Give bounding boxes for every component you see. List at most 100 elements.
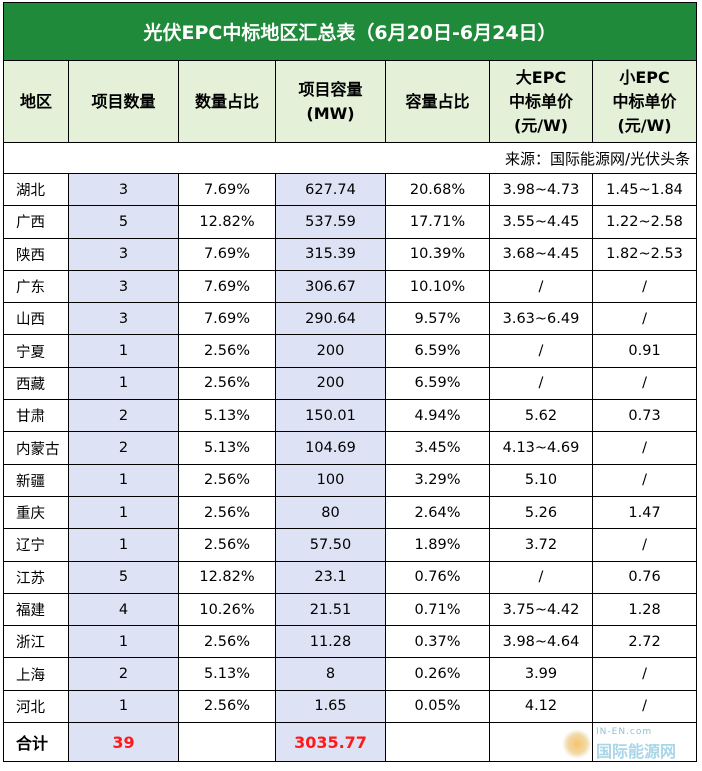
table-row: 重庆 1 2.56% 80 2.64% 5.26 1.47 <box>3 495 698 530</box>
cell-capacity-ratio: 10.39% <box>385 237 490 271</box>
cell-region: 新疆 <box>3 463 69 497</box>
cell-capacity: 23.1 <box>275 560 386 594</box>
header-small-epc: 小EPC 中标单价 (元/W) <box>591 60 698 143</box>
source-row: 来源：国际能源网/光伏头条 <box>2 142 698 174</box>
cell-count: 4 <box>68 592 179 627</box>
cell-small-epc-price: 2.72 <box>591 625 698 659</box>
cell-region: 西藏 <box>3 366 69 401</box>
cell-small-epc-price: 1.22~2.58 <box>591 205 698 239</box>
cell-small-epc-price: 1.28 <box>591 592 698 627</box>
header-big-line3: (元/W) <box>513 115 569 135</box>
cell-small-epc-price: / <box>591 657 698 691</box>
total-row: 合计 39 3035.77 <box>3 722 698 763</box>
cell-big-epc-price: / <box>489 334 593 368</box>
header-capacity-line1: 项目容量 <box>298 79 363 99</box>
cell-region: 广东 <box>3 269 69 304</box>
cell-small-epc-price: 1.45~1.84 <box>591 172 698 207</box>
cell-big-epc-price: / <box>489 560 593 594</box>
cell-small-epc-price: / <box>591 366 698 401</box>
header-capacity-ratio: 容量占比 <box>385 60 490 143</box>
cell-count-ratio: 5.13% <box>178 399 276 433</box>
cell-count-ratio: 2.56% <box>178 495 276 530</box>
header-capacity-line2: (MW) <box>306 103 355 123</box>
cell-count-ratio: 2.56% <box>178 334 276 368</box>
cell-region: 河北 <box>3 689 69 724</box>
cell-region: 辽宁 <box>3 528 69 562</box>
cell-capacity: 21.51 <box>275 592 386 627</box>
cell-count-ratio: 5.13% <box>178 657 276 691</box>
cell-big-epc-price: 3.68~4.45 <box>489 237 593 271</box>
table-row: 上海 2 5.13% 8 0.26% 3.99/ <box>3 657 698 691</box>
table-row: 甘肃 2 5.13% 150.01 4.94% 5.62 0.73 <box>3 399 698 433</box>
cell-small-epc-price: / <box>591 689 698 724</box>
header-big-line2: 中标单价 <box>508 91 573 111</box>
cell-region: 湖北 <box>3 172 69 207</box>
cell-capacity-ratio: 0.05% <box>385 689 490 724</box>
cell-region: 陕西 <box>3 237 69 271</box>
table-row: 陕西 3 7.69% 315.39 10.39% 3.68~4.45 1.82~2.53 <box>3 237 698 271</box>
cell-big-epc-price: 3.55~4.45 <box>489 205 593 239</box>
cell-capacity-ratio: 0.37% <box>385 625 490 659</box>
cell-count: 3 <box>68 302 179 336</box>
cell-count: 1 <box>68 528 179 562</box>
table-row: 宁夏 1 2.56% 200 6.59%/0.91 <box>3 334 698 368</box>
cell-small-epc-price: / <box>591 463 698 497</box>
cell-count: 2 <box>68 399 179 433</box>
cell-small-epc-price: 1.82~2.53 <box>591 237 698 271</box>
cell-count: 1 <box>68 689 179 724</box>
cell-capacity: 200 <box>275 366 386 401</box>
cell-small-epc-price: 0.76 <box>591 560 698 594</box>
header-capacity: 项目容量 (MW) <box>275 60 386 143</box>
table-row: 西藏 1 2.56% 200 6.59% / / <box>3 366 698 401</box>
cell-count: 3 <box>68 237 179 271</box>
watermark-logo: IN-EN.com 国际能源网 <box>562 727 682 763</box>
cell-capacity-ratio: 6.59% <box>385 366 490 401</box>
cell-region: 内蒙古 <box>3 431 69 465</box>
cell-capacity: 1.65 <box>275 689 386 724</box>
cell-count: 2 <box>68 657 179 691</box>
cell-count: 5 <box>68 560 179 594</box>
cell-big-epc-price: 3.72 <box>489 528 593 562</box>
table-row: 河北 1 2.56% 1.65 0.05% 4.12/ <box>3 689 698 724</box>
cell-capacity-ratio: 3.29% <box>385 463 490 497</box>
cell-count: 1 <box>68 366 179 401</box>
cell-big-epc-price: 5.62 <box>489 399 593 433</box>
cell-region: 山西 <box>3 302 69 336</box>
cell-capacity: 290.64 <box>275 302 386 336</box>
cell-big-epc-price: 5.26 <box>489 495 593 530</box>
summary-table: 光伏EPC中标地区汇总表（6月20日-6月24日） 地区 项目数量 数量占比 项… <box>2 2 698 763</box>
cell-region: 甘肃 <box>3 399 69 433</box>
cell-capacity: 80 <box>275 495 386 530</box>
cell-count-ratio: 10.26% <box>178 592 276 627</box>
table-row: 新疆 1 2.56% 100 3.29% 5.10/ <box>3 463 698 497</box>
cell-capacity-ratio: 10.10% <box>385 269 490 304</box>
cell-count-ratio: 2.56% <box>178 625 276 659</box>
header-small-line3: (元/W) <box>617 115 672 135</box>
cell-count-ratio: 7.69% <box>178 269 276 304</box>
cell-big-epc-price: / <box>489 366 593 401</box>
cell-capacity: 57.50 <box>275 528 386 562</box>
cell-count-ratio: 12.82% <box>178 560 276 594</box>
cell-big-epc-price: 4.12 <box>489 689 593 724</box>
cell-capacity-ratio: 9.57% <box>385 302 490 336</box>
cell-capacity: 100 <box>275 463 386 497</box>
cell-count: 2 <box>68 431 179 465</box>
cell-count-ratio: 5.13% <box>178 431 276 465</box>
cell-count-ratio: 12.82% <box>178 205 276 239</box>
cell-capacity-ratio: 3.45% <box>385 431 490 465</box>
table-row: 江苏 5 12.82% 23.1 0.76%/0.76 <box>3 560 698 594</box>
cell-big-epc-price: 3.98~4.64 <box>489 625 593 659</box>
table-title: 光伏EPC中标地区汇总表（6月20日-6月24日） <box>2 2 698 61</box>
cell-count-ratio: 2.56% <box>178 528 276 562</box>
cell-count: 3 <box>68 172 179 207</box>
cell-big-epc-price: 3.75~4.42 <box>489 592 593 627</box>
cell-big-epc-price: 3.63~6.49 <box>489 302 593 336</box>
cell-capacity-ratio: 0.76% <box>385 560 490 594</box>
total-empty-cell <box>385 722 490 763</box>
cell-small-epc-price: 0.91 <box>591 334 698 368</box>
cell-small-epc-price: / <box>591 269 698 304</box>
cell-count-ratio: 7.69% <box>178 172 276 207</box>
cell-count-ratio: 7.69% <box>178 302 276 336</box>
cell-big-epc-price: 4.13~4.69 <box>489 431 593 465</box>
cell-count-ratio: 2.56% <box>178 366 276 401</box>
